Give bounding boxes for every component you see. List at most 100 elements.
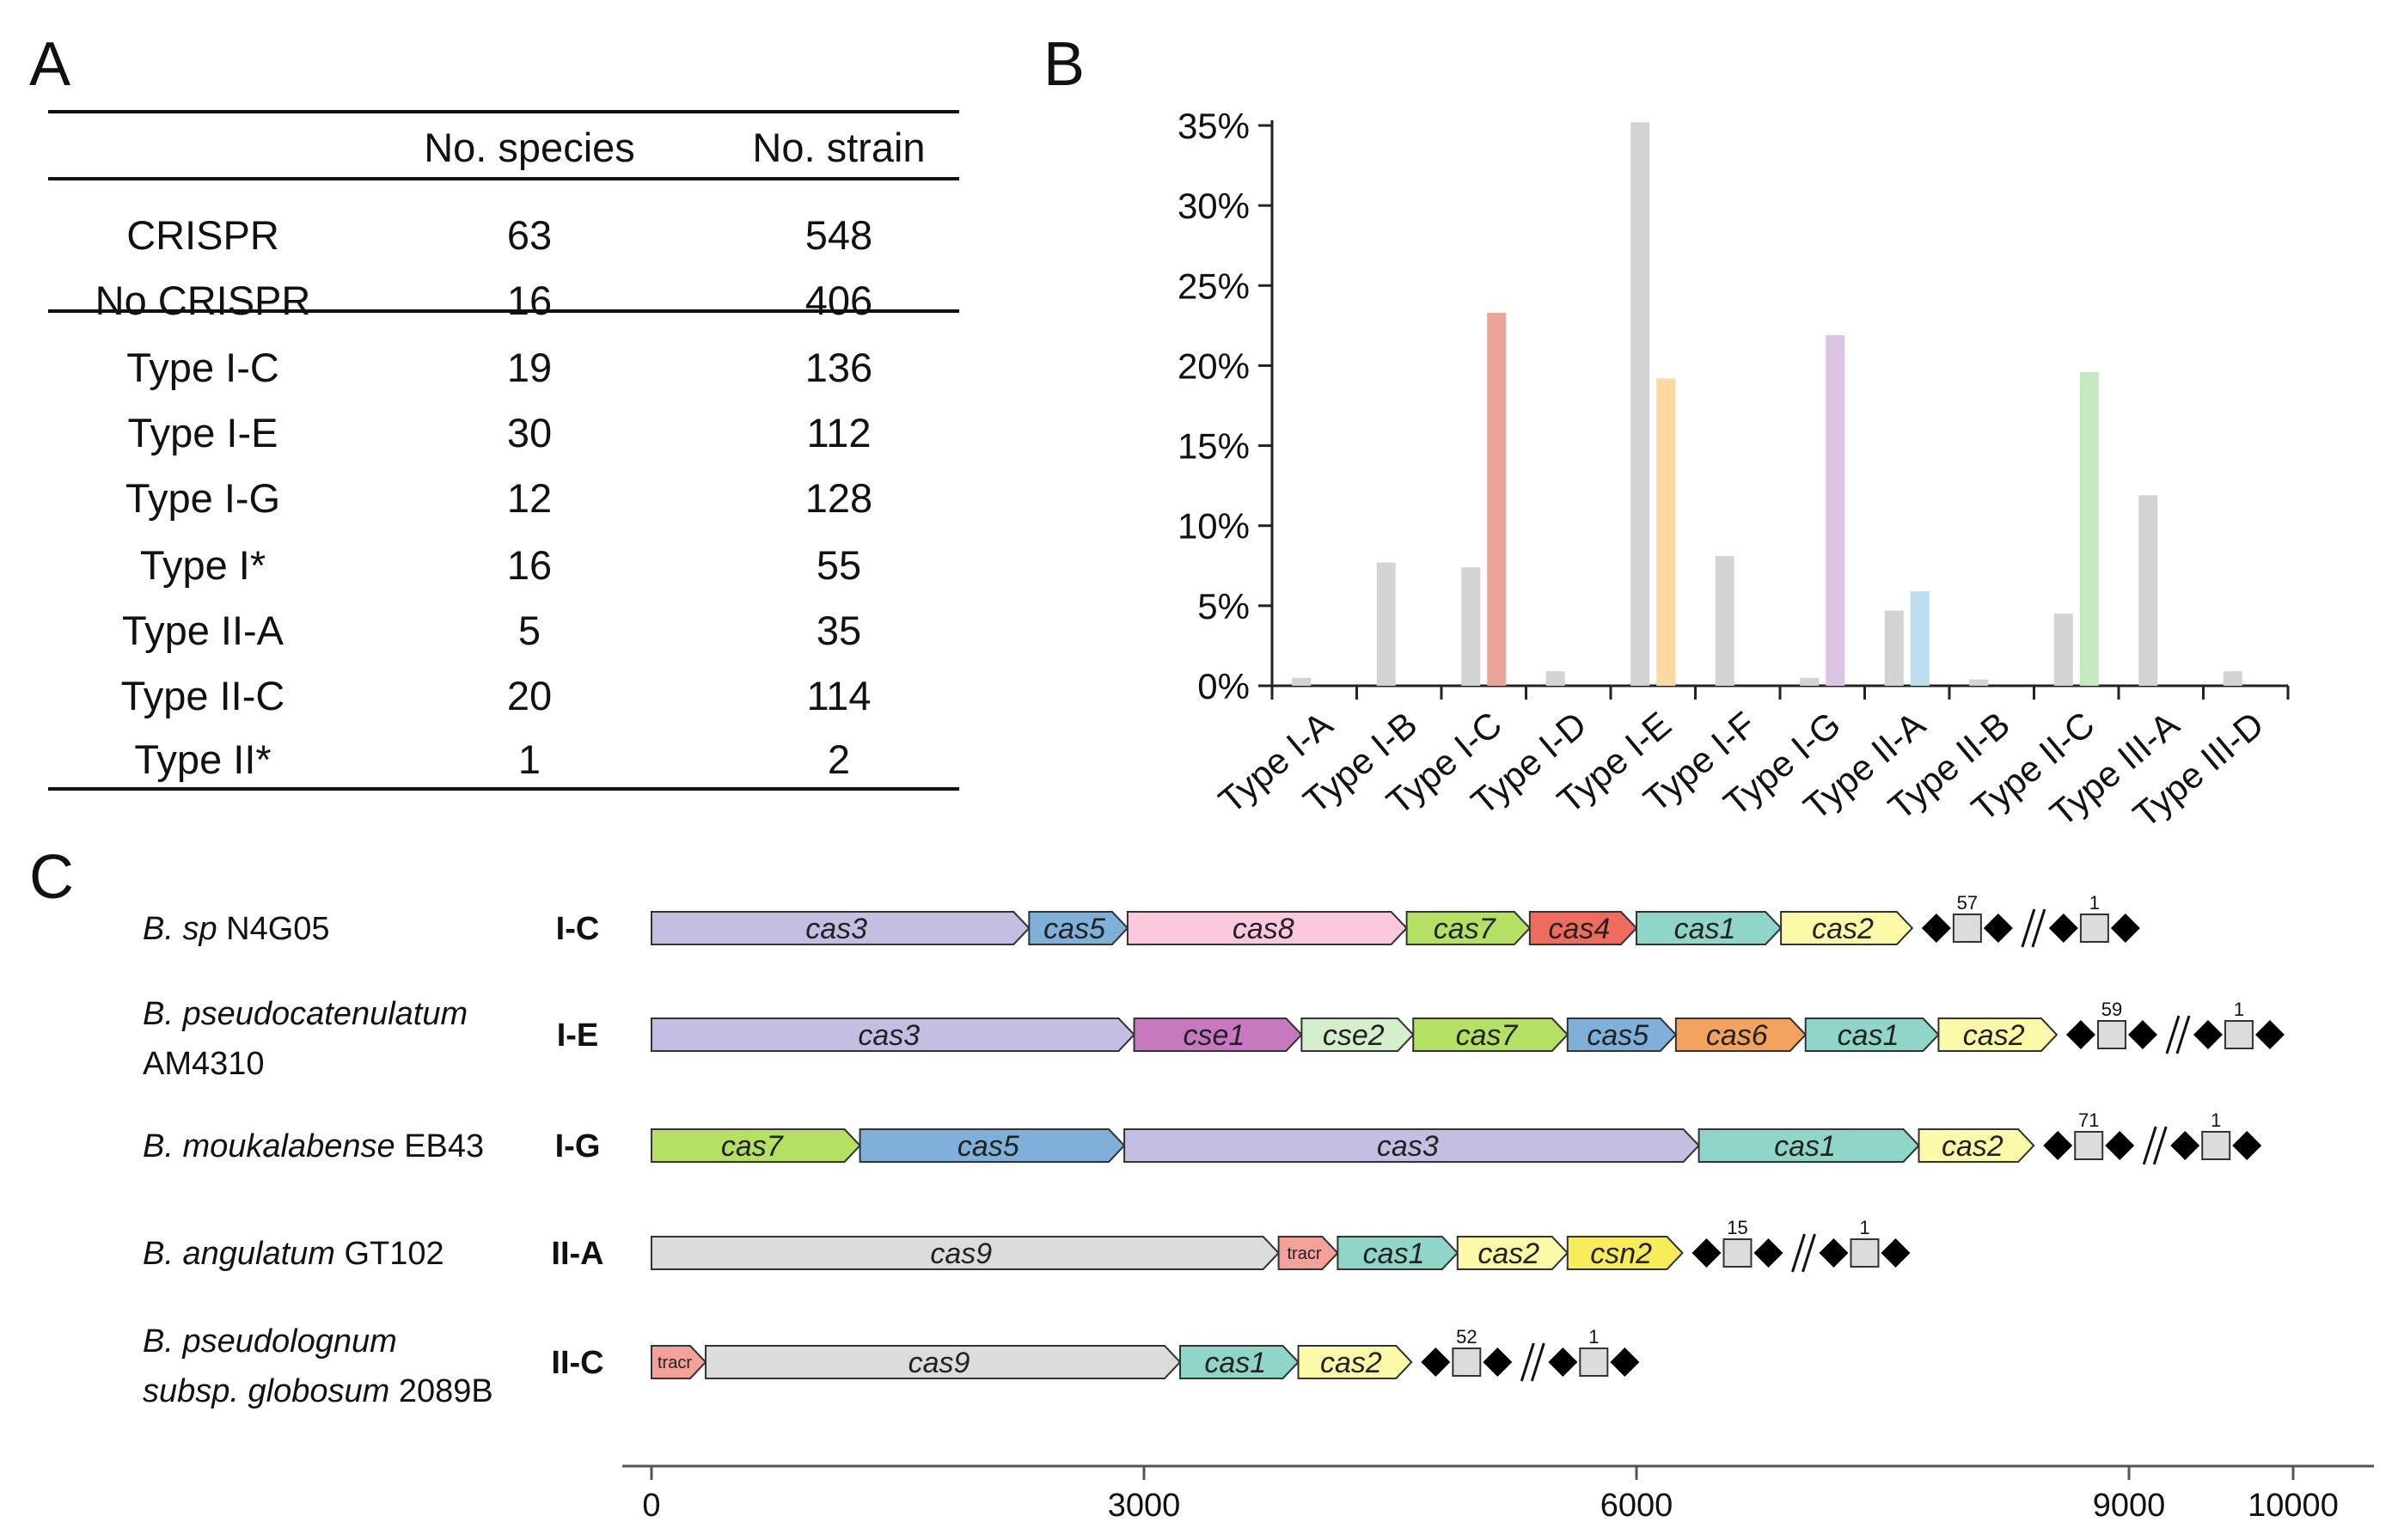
panel-label-c: C (29, 843, 74, 912)
bp-axis-tick-label: 0 (642, 1488, 660, 1524)
bp-axis-tick-label: 10000 (2248, 1488, 2339, 1524)
table-cell: 1 (517, 736, 541, 782)
table-cell: No CRISPR (95, 278, 311, 323)
repeat-diamond (1421, 1348, 1451, 1377)
repeat-diamond (2193, 1020, 2223, 1049)
gene-label: cas1 (1363, 1238, 1425, 1270)
gene-arrow-tracr (1277, 1236, 1339, 1270)
bp-axis-tick-label: 6000 (1600, 1488, 1673, 1524)
gene-label: cas1 (1674, 913, 1736, 945)
repeat-diamond (2043, 1131, 2073, 1160)
table-cell: 12 (506, 475, 553, 521)
spacer-square (1579, 1348, 1609, 1377)
gene-arrow-cas9 (705, 1345, 1182, 1379)
bar-all (2138, 495, 2158, 686)
gene-arrow-cas1 (1337, 1236, 1459, 1270)
gene-arrow-cas5 (1566, 1018, 1678, 1052)
table-cell: Type I-E (127, 410, 278, 455)
table-cell: 114 (806, 673, 872, 718)
bar-all (2223, 671, 2242, 686)
repeat-diamond (2110, 914, 2140, 943)
gene-arrow-cas1 (1804, 1018, 1940, 1052)
gene-arrow-cas1 (1698, 1128, 1920, 1163)
gene-label: cas2 (1477, 1238, 1539, 1270)
gene-arrow-tracr (651, 1345, 707, 1379)
table-cell: 548 (804, 212, 873, 258)
gene-label: cas7 (1456, 1019, 1519, 1052)
table-cell: 19 (506, 345, 553, 390)
gene-arrow-cas2 (1918, 1128, 2035, 1163)
locus-row-i-g: B. moukalabense EB43 I-G cas7 cas5 cas3 cas1 c… (143, 1109, 2262, 1165)
break-mark (1530, 1342, 1545, 1382)
table-cell: 16 (506, 278, 553, 323)
table-cell: 128 (804, 475, 873, 521)
bar-all (1630, 122, 1650, 686)
break-mark (2031, 908, 2046, 948)
bar-all (2053, 614, 2073, 686)
species-label: B. moukalabense EB43 (143, 1128, 484, 1164)
gene-arrow-cas6 (1674, 1018, 1808, 1052)
gene-arrow-cas9 (651, 1236, 1280, 1270)
bar-all (1715, 556, 1734, 686)
species-label: B. sp N4G05 (143, 911, 330, 947)
locus-row-i-e: B. pseudocatenulatum AM4310 I-E cas3 cse1 cs… (143, 996, 2285, 1082)
spacer-square (2096, 1020, 2126, 1049)
table-section-rule (48, 309, 959, 313)
species-label: B. pseudolognum (143, 1323, 397, 1360)
gene-label: tracr (658, 1354, 692, 1372)
bar-highlighted (1487, 312, 1507, 686)
repeat-diamond (2065, 1020, 2095, 1049)
gene-label: cas2 (1942, 1130, 2003, 1163)
spacer-count: 1 (1859, 1217, 1869, 1238)
species-label: B. angulatum GT102 (143, 1236, 444, 1272)
table-header-cell: No. species (424, 125, 635, 170)
gene-label: cas9 (930, 1238, 992, 1270)
table-cell: 20 (506, 673, 553, 718)
gene-label: cas3 (858, 1019, 920, 1052)
y-tick-label: 5% (1197, 586, 1250, 626)
gene-label: cas7 (721, 1130, 784, 1163)
locus-type-label: I-C (556, 911, 600, 947)
spacer-count: 1 (1588, 1326, 1599, 1348)
gene-arrow-cas2 (1780, 911, 1914, 945)
break-mark (2175, 1015, 2191, 1054)
strain-label: AM4310 (143, 1046, 265, 1082)
repeat-diamond (2048, 914, 2078, 943)
table-top-rule (48, 110, 959, 113)
gene-label: cas2 (1320, 1347, 1382, 1379)
table-cell: CRISPR (126, 212, 279, 258)
gene-label: cas6 (1706, 1019, 1768, 1052)
locus-row-ii-c: B. pseudolognum subsp. globosum 2089B II-… (143, 1323, 1640, 1409)
gene-label: csn2 (1590, 1238, 1652, 1270)
gene-label: cas5 (957, 1130, 1019, 1163)
locus-row-i-c: B. sp N4G05 I-C cas3 cas5 cas8 cas7 cas4 cas1 ca… (143, 892, 2140, 948)
gene-arrow-cas4 (1528, 911, 1638, 945)
gene-label: cas7 (1434, 913, 1496, 945)
table-cell: 136 (804, 345, 873, 390)
gene-label: cas5 (1587, 1019, 1649, 1052)
repeat-diamond (1691, 1238, 1722, 1268)
y-tick-label: 15% (1178, 426, 1250, 467)
break-mark (1520, 1342, 1535, 1382)
y-tick-label: 35% (1178, 106, 1250, 146)
y-tick-label: 20% (1178, 345, 1250, 386)
gene-label: cas1 (1838, 1019, 1899, 1052)
break-mark (1802, 1233, 1816, 1273)
gene-arrow-csn2 (1566, 1236, 1684, 1270)
table-cell: 16 (506, 542, 553, 588)
gene-label: cas9 (908, 1347, 970, 1379)
locus-type-label: II-C (551, 1345, 603, 1381)
spacer-square (2224, 1020, 2254, 1049)
strain-label: subsp. globosum 2089B (143, 1373, 493, 1409)
repeat-diamond (1921, 914, 1951, 943)
bar-highlighted (1656, 378, 1676, 686)
table-cell: 30 (506, 410, 553, 455)
gene-label: cas4 (1549, 913, 1611, 945)
gene-arrow-cas1 (1179, 1345, 1300, 1379)
gene-arrow-cas2 (1456, 1236, 1569, 1270)
gene-label: cas8 (1233, 913, 1294, 945)
gene-label: cas1 (1774, 1130, 1836, 1163)
spacer-square (2079, 914, 2109, 943)
bar-all (1461, 567, 1481, 686)
